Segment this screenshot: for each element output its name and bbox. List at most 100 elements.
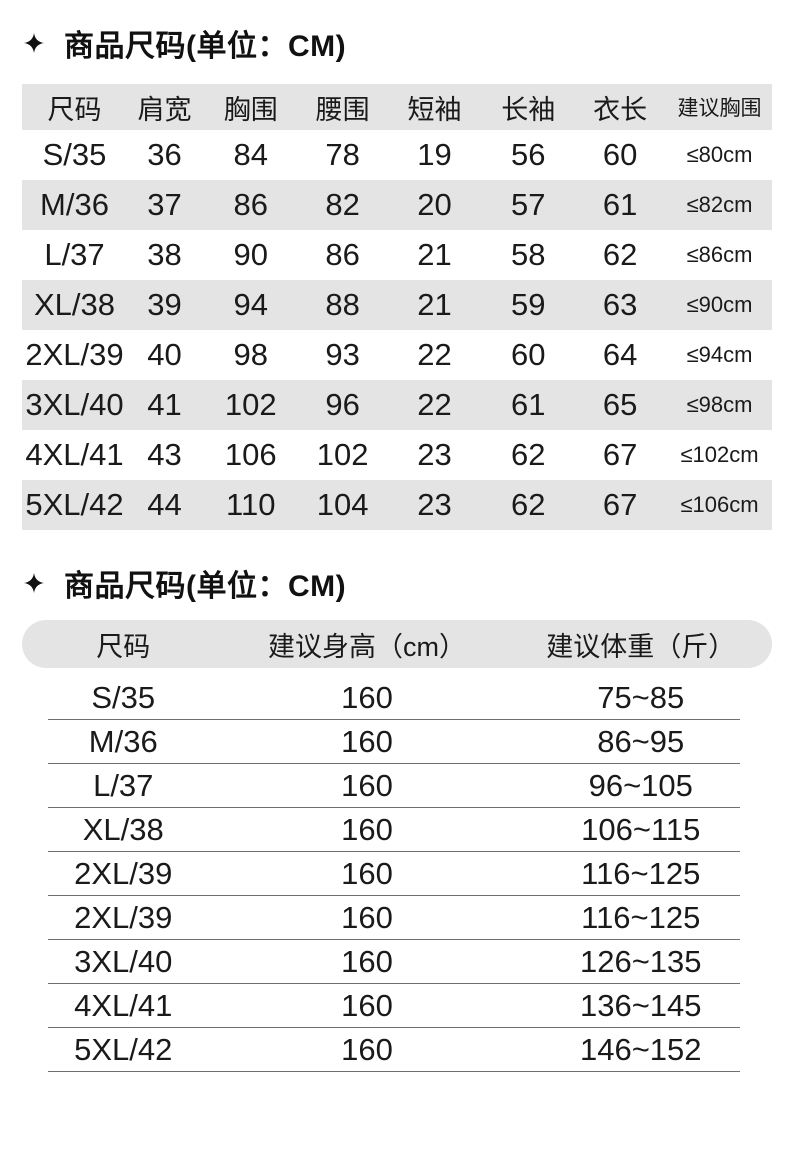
column-header: 腰围 — [315, 94, 370, 125]
weight-cell: 136~145 — [579, 988, 702, 1023]
short-sleeve-cell: 21 — [417, 237, 452, 272]
shoulder-cell: 38 — [147, 237, 182, 272]
table-row: 4XL/41 43 106 102 23 62 67 ≤102cm — [22, 430, 772, 480]
length-cell: 62 — [602, 237, 638, 272]
bust-cell: 94 — [233, 287, 268, 322]
weight-cell: 146~152 — [579, 1032, 702, 1067]
suggested-bust-cell: ≤94cm — [686, 342, 753, 367]
column-header: 衣长 — [593, 94, 648, 125]
measurements-rows: S/35 36 84 78 19 56 60 ≤80cm M/36 37 86 … — [22, 130, 772, 530]
bust-cell: 84 — [233, 137, 268, 172]
four-pointed-star-icon — [24, 573, 44, 593]
size-cell: 2XL/39 — [74, 856, 173, 891]
weight-cell: 96~105 — [588, 768, 693, 803]
section1-title: 商品尺码(单位：CM) — [24, 26, 790, 63]
size-cell: 5XL/42 — [25, 487, 124, 522]
table-row: M/36 37 86 82 20 57 61 ≤82cm — [22, 180, 772, 230]
weight-cell: 86~95 — [597, 724, 685, 759]
size-cell: 2XL/39 — [74, 900, 173, 935]
short-sleeve-cell: 20 — [417, 187, 452, 222]
size-cell: 4XL/41 — [25, 437, 124, 472]
table-row: XL/38 39 94 88 21 59 63 ≤90cm — [22, 280, 772, 330]
shoulder-cell: 37 — [147, 187, 182, 222]
table-row: S/35 160 75~85 — [22, 676, 772, 720]
section1-title-text: 商品尺码(单位：CM) — [64, 30, 347, 63]
table-row: 2XL/39 160 116~125 — [22, 852, 772, 896]
measurements-header-row: 尺码 肩宽 胸围 腰围 短袖 长袖 衣长 建议胸围 — [22, 84, 772, 130]
shoulder-cell: 44 — [147, 487, 182, 522]
size-cell: XL/38 — [82, 812, 164, 847]
table-row: 5XL/42 160 146~152 — [22, 1028, 772, 1072]
size-cell: 3XL/40 — [25, 387, 124, 422]
recommendations-header-row: 尺码 建议身高（cm） 建议体重（斤） — [22, 620, 772, 668]
short-sleeve-cell: 23 — [417, 487, 452, 522]
shoulder-cell: 40 — [147, 337, 182, 372]
bust-cell: 90 — [233, 237, 268, 272]
long-sleeve-cell: 59 — [511, 287, 546, 322]
suggested-bust-cell: ≤102cm — [680, 442, 759, 467]
shoulder-cell: 43 — [147, 437, 182, 472]
waist-cell: 96 — [325, 387, 360, 422]
suggested-bust-cell: ≤82cm — [686, 192, 753, 217]
waist-cell: 78 — [325, 137, 360, 172]
column-header: 建议身高（cm） — [268, 631, 466, 662]
long-sleeve-cell: 62 — [511, 437, 546, 472]
size-table-measurements: 尺码 肩宽 胸围 腰围 短袖 长袖 衣长 建议胸围 S/35 36 84 78 19 56 6… — [22, 84, 772, 530]
short-sleeve-cell: 23 — [417, 437, 452, 472]
four-pointed-star-icon — [24, 33, 44, 53]
table-row: 2XL/39 160 116~125 — [22, 896, 772, 940]
long-sleeve-cell: 60 — [511, 337, 546, 372]
suggested-bust-cell: ≤90cm — [686, 292, 753, 317]
waist-cell: 104 — [316, 487, 369, 522]
suggested-bust-cell: ≤98cm — [686, 392, 753, 417]
shoulder-cell: 41 — [147, 387, 182, 422]
shoulder-cell: 39 — [147, 287, 182, 322]
column-header: 建议胸围 — [677, 97, 762, 120]
bust-cell: 106 — [224, 437, 277, 472]
size-cell: M/36 — [88, 724, 158, 759]
table-row: 2XL/39 40 98 93 22 60 64 ≤94cm — [22, 330, 772, 380]
size-cell: 5XL/42 — [74, 1032, 173, 1067]
height-cell: 160 — [341, 988, 393, 1023]
table-row: S/35 36 84 78 19 56 60 ≤80cm — [22, 130, 772, 180]
length-cell: 65 — [602, 387, 638, 422]
length-cell: 64 — [602, 337, 638, 372]
table-row: 3XL/40 41 102 96 22 61 65 ≤98cm — [22, 380, 772, 430]
long-sleeve-cell: 56 — [511, 137, 546, 172]
height-cell: 160 — [341, 944, 393, 979]
table-row: 3XL/40 160 126~135 — [22, 940, 772, 984]
column-header: 短袖 — [407, 94, 462, 125]
column-header: 建议体重（斤） — [546, 631, 736, 662]
short-sleeve-cell: 22 — [417, 337, 452, 372]
suggested-bust-cell: ≤86cm — [686, 242, 753, 267]
short-sleeve-cell: 21 — [417, 287, 452, 322]
length-cell: 67 — [602, 487, 638, 522]
table-row: M/36 160 86~95 — [22, 720, 772, 764]
size-table-recommendations: 尺码 建议身高（cm） 建议体重（斤） S/35 160 75~85 M/36 16… — [22, 620, 772, 1072]
size-cell: XL/38 — [33, 287, 115, 322]
size-cell: 2XL/39 — [25, 337, 124, 372]
recommendations-rows: S/35 160 75~85 M/36 160 86~95 L/37 160 9… — [22, 676, 772, 1072]
size-cell: S/35 — [42, 137, 107, 172]
weight-cell: 116~125 — [581, 900, 701, 935]
table-row: 4XL/41 160 136~145 — [22, 984, 772, 1028]
height-cell: 160 — [341, 1032, 393, 1067]
waist-cell: 86 — [325, 237, 360, 272]
long-sleeve-cell: 58 — [511, 237, 546, 272]
shoulder-cell: 36 — [147, 137, 182, 172]
bust-cell: 110 — [226, 487, 276, 522]
waist-cell: 82 — [325, 187, 360, 222]
short-sleeve-cell: 22 — [417, 387, 452, 422]
column-header: 肩宽 — [137, 94, 192, 125]
column-header: 胸围 — [223, 94, 278, 125]
height-cell: 160 — [341, 856, 393, 891]
long-sleeve-cell: 62 — [511, 487, 546, 522]
height-cell: 160 — [341, 900, 393, 935]
length-cell: 60 — [602, 137, 638, 172]
short-sleeve-cell: 19 — [417, 137, 452, 172]
waist-cell: 93 — [325, 337, 360, 372]
height-cell: 160 — [341, 724, 393, 759]
size-cell: L/37 — [93, 768, 154, 803]
table-row: XL/38 160 106~115 — [22, 808, 772, 852]
column-header: 长袖 — [501, 94, 556, 125]
